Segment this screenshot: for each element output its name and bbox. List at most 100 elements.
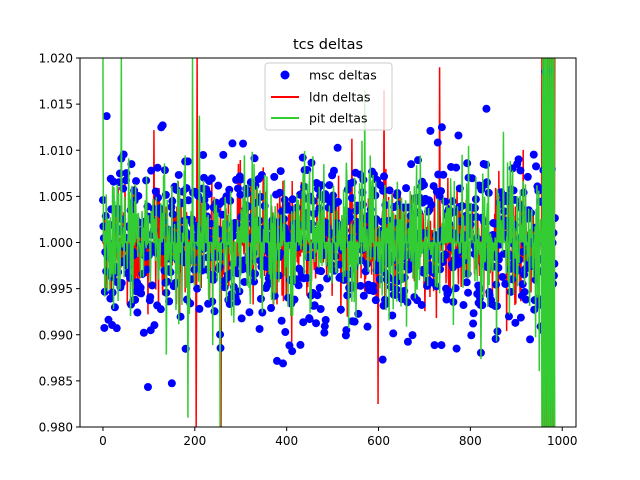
msc-point <box>233 184 242 193</box>
msc-point <box>441 197 450 206</box>
msc-point <box>233 297 242 306</box>
msc-point <box>469 319 478 328</box>
msc-point <box>359 291 368 300</box>
msc-point <box>475 284 484 293</box>
msc-point <box>195 304 204 313</box>
x-tick-label: 0 <box>99 434 107 448</box>
msc-point <box>299 318 308 327</box>
x-tick-label: 800 <box>459 434 482 448</box>
msc-point <box>148 281 157 290</box>
msc-point <box>143 383 152 391</box>
msc-point <box>417 300 426 309</box>
x-axis: 0 200 400 600 800 1000 <box>99 427 577 448</box>
msc-point <box>504 312 513 321</box>
msc-point <box>436 187 445 196</box>
msc-point <box>219 150 228 159</box>
msc-point <box>402 184 411 193</box>
x-tick-label: 1000 <box>547 434 578 448</box>
msc-point <box>158 121 167 130</box>
msc-point <box>521 295 530 304</box>
plot-area <box>98 58 559 427</box>
msc-point <box>176 312 185 321</box>
msc-point <box>469 309 478 318</box>
msc-point <box>146 293 155 302</box>
msc-point <box>350 317 359 326</box>
msc-point <box>321 315 330 324</box>
y-tick-label: 0.980 <box>39 421 73 435</box>
legend-msc-label: msc deltas <box>309 68 377 83</box>
msc-point <box>245 308 254 317</box>
msc-point <box>403 337 412 346</box>
msc-point <box>278 359 287 368</box>
msc-point <box>220 283 229 292</box>
msc-point <box>117 279 126 288</box>
x-tick-label: 600 <box>367 434 390 448</box>
msc-point <box>313 291 322 300</box>
msc-point <box>380 172 389 181</box>
legend-box <box>264 62 393 131</box>
msc-point <box>389 329 398 338</box>
legend-msc-marker <box>280 70 290 80</box>
msc-point <box>532 162 541 171</box>
msc-point <box>482 178 491 187</box>
msc-point <box>467 331 476 340</box>
msc-point <box>520 287 529 296</box>
msc-point <box>323 274 332 283</box>
msc-point <box>167 379 176 388</box>
chart-title: tcs deltas <box>293 37 363 53</box>
msc-point <box>236 190 245 199</box>
msc-point <box>459 301 468 310</box>
msc-point <box>482 104 491 113</box>
msc-point <box>371 296 380 305</box>
y-tick-label: 0.995 <box>39 282 73 296</box>
y-tick-label: 1.005 <box>39 190 73 204</box>
msc-point <box>142 265 151 274</box>
y-tick-label: 1.010 <box>39 144 73 158</box>
msc-point <box>214 181 223 190</box>
msc-point <box>334 197 343 206</box>
msc-point <box>501 279 510 288</box>
msc-point <box>305 315 314 324</box>
msc-point <box>452 344 461 353</box>
msc-point <box>155 204 164 213</box>
msc-point <box>315 283 324 292</box>
msc-point <box>320 322 329 331</box>
msc-point <box>147 166 156 175</box>
msc-point <box>437 341 446 350</box>
legend-ldn-label: ldn deltas <box>309 90 370 105</box>
msc-point <box>348 178 357 187</box>
msc-point <box>139 328 148 337</box>
msc-point <box>137 289 146 298</box>
y-tick-label: 1.000 <box>39 236 73 250</box>
msc-point <box>514 155 523 164</box>
msc-point <box>427 200 436 209</box>
msc-point <box>110 303 119 312</box>
msc-point <box>204 190 213 198</box>
legend-pit-label: pit deltas <box>309 111 367 126</box>
msc-point <box>296 340 305 349</box>
msc-point <box>255 324 264 333</box>
msc-point <box>312 319 321 328</box>
msc-point <box>132 177 141 186</box>
msc-point <box>498 272 507 281</box>
msc-point <box>267 304 276 313</box>
y-tick-label: 1.020 <box>39 52 73 66</box>
msc-point <box>516 313 525 322</box>
msc-point <box>281 328 290 337</box>
msc-point <box>385 186 394 195</box>
msc-point <box>464 288 473 297</box>
msc-point <box>207 174 216 183</box>
msc-point <box>478 301 487 310</box>
msc-point <box>363 322 372 331</box>
msc-point <box>307 158 316 167</box>
msc-point <box>316 305 325 314</box>
msc-point <box>199 150 208 159</box>
msc-point <box>317 267 326 276</box>
msc-point <box>363 260 372 269</box>
msc-point <box>275 188 284 197</box>
msc-point <box>256 294 265 303</box>
pit-deltas-series <box>102 58 556 427</box>
x-tick-label: 200 <box>183 434 206 448</box>
msc-point <box>491 334 500 343</box>
msc-point <box>102 112 111 121</box>
